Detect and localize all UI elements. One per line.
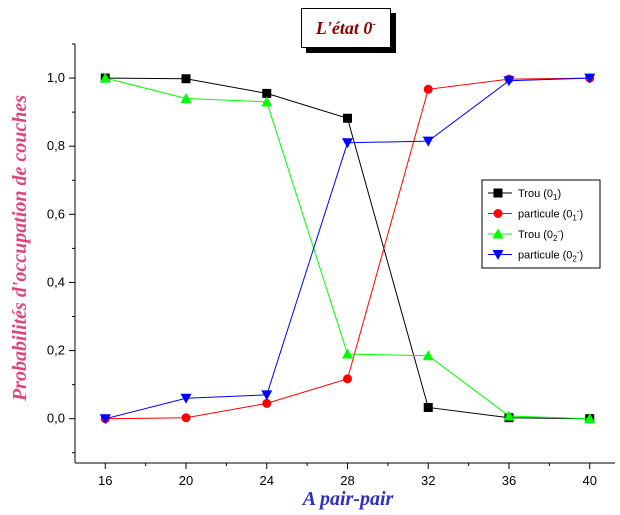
x-tick-label: 40 [582,473,596,488]
y-axis-label: Probabilités d'occupation de couches [9,95,31,402]
legend-swatch-marker [493,188,503,198]
y-tick-label: 1,0 [47,70,65,85]
data-point [261,390,273,401]
data-point [342,138,353,149]
chart-title-superscript: - [372,17,377,30]
data-point [584,73,596,84]
data-point [343,374,352,384]
x-tick-label: 36 [502,473,516,488]
legend-item-3: Trou (02-) [488,227,564,243]
legend-label: particule (02-) [518,248,583,264]
data-point [423,84,433,94]
data-point [181,413,191,423]
data-point [503,76,515,87]
data-point [181,74,191,84]
data-point [180,93,192,104]
axes: 0,0 0,2 0,4 0,6 0,8 1,0 16 20 24 28 32 36 40 [47,43,615,488]
x-axis-label: A pair-pair [301,488,394,510]
legend-swatch-marker [492,250,504,260]
chart-title-main: L'état 0 [315,17,373,38]
y-tick-label: 0,6 [47,206,65,221]
data-point [423,402,433,412]
legend-label: Trou (02-) [518,227,564,243]
x-tick-label: 28 [340,473,354,488]
chart-title: L'état 0- [316,18,376,39]
x-tick-label: 24 [260,473,274,488]
data-point [99,414,111,425]
x-tick-label: 16 [98,473,112,488]
data-point [422,136,434,147]
legend-swatch-marker [492,228,504,239]
data-point [262,88,272,98]
y-tick-label: 0,2 [47,343,65,358]
data-point [342,348,353,359]
legend-label: Trou (01) [518,188,561,202]
series-3 [99,72,596,424]
x-tick-label: 20 [179,473,193,488]
y-tick-label: 0,8 [47,138,65,153]
data-point [343,113,352,123]
legend: Trou (01) particule (01-) Trou (02-) partic… [481,179,601,269]
y-tick-label: 0,4 [47,274,65,289]
data-point [584,413,596,424]
data-point [422,350,434,361]
data-point [180,393,192,404]
chart-title-box: L'état 0- [301,8,391,48]
legend-item-1: Trou (01) [488,188,561,202]
legend-item-4: particule (02-) [488,248,583,264]
data-point [503,410,515,421]
legend-swatch-marker [493,209,503,218]
x-tick-label: 32 [421,473,435,488]
legend-item-2: particule (01-) [488,207,583,223]
series-layer [99,72,596,425]
legend-label: particule (01-) [518,207,583,223]
y-tick-label: 0,0 [47,411,65,426]
data-point [261,96,273,107]
data-point [99,72,111,83]
series-4 [99,73,596,425]
data-point [262,398,272,408]
